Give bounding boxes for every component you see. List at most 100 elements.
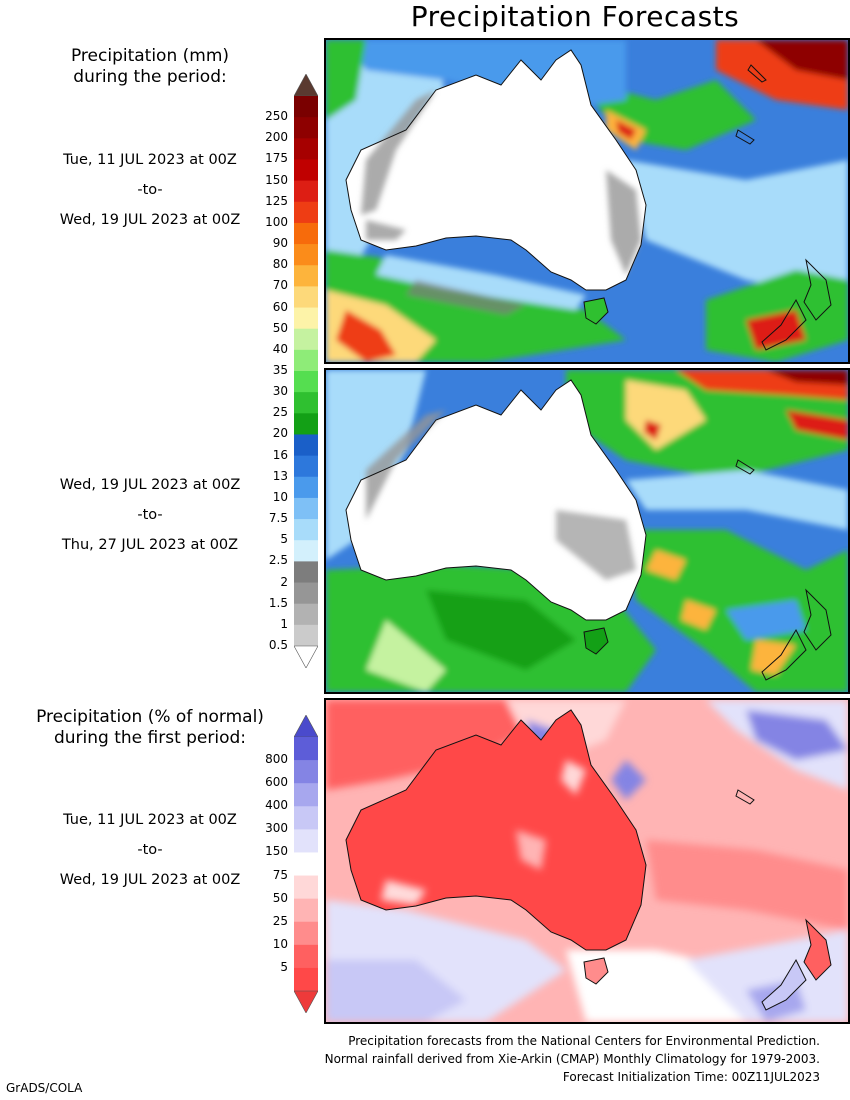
colorbar-tick-label: 175	[265, 151, 288, 166]
colorbar-swatch	[294, 265, 318, 287]
cbar1-svg	[293, 73, 319, 669]
colorbar-tick-label: 25	[272, 913, 288, 928]
colorbar-swatch	[294, 540, 318, 562]
colorbar-top-arrow	[293, 73, 319, 97]
colorbar-tick-label: 13	[272, 468, 288, 483]
colorbar-bottom-arrow	[293, 990, 319, 1014]
colorbar-swatch	[294, 349, 318, 372]
tasmania-coastline	[583, 297, 609, 325]
colorbar-tick-label: 200	[265, 130, 288, 145]
colorbar-swatch	[294, 921, 318, 946]
colorbar-swatch	[294, 244, 318, 266]
colorbar-swatch	[294, 138, 318, 160]
colorbar-tick-label: 16	[272, 447, 288, 462]
legend2-header: Precipitation (% of normal) during the f…	[10, 707, 290, 749]
colorbar-swatch	[294, 222, 318, 245]
colorbar-swatch	[294, 392, 318, 414]
colorbar-swatch	[294, 307, 318, 330]
colorbar-tick-label: 2.5	[268, 553, 288, 568]
colorbar-tick-label: 150	[265, 172, 288, 187]
colorbar-tick-label: 1.5	[268, 595, 288, 610]
tasmania-coastline	[583, 957, 609, 985]
colorbar-tick-label: 600	[265, 775, 288, 790]
new-zealand-south-island	[761, 958, 807, 1011]
colorbar-bottom-arrow	[293, 645, 319, 669]
colorbar-tick-label: 50	[272, 320, 288, 335]
colorbar-tick-label: 60	[272, 299, 288, 314]
colorbar-tick-label: 300	[265, 821, 288, 836]
colorbar-swatch	[294, 328, 318, 351]
footer-line1: Precipitation forecasts from the Nationa…	[348, 1034, 820, 1048]
colorbar-swatch	[294, 760, 318, 784]
colorbar-swatch	[294, 159, 318, 182]
period1-end: Wed, 19 JUL 2023 at 00Z	[59, 212, 241, 228]
australia-coastline	[345, 49, 647, 291]
colorbar-tick-label: 5	[280, 532, 288, 547]
colorbar-swatch	[294, 603, 318, 626]
colorbar-tick-label: 25	[272, 405, 288, 420]
colorbar-tick-label: 70	[272, 278, 288, 293]
footer-line3: Forecast Initialization Time: 00Z11JUL20…	[562, 1070, 820, 1084]
footer-line2: Normal rainfall derived from Xie-Arkin (…	[324, 1052, 820, 1066]
colorbar-swatch	[294, 852, 318, 877]
colorbar-tick-label: 150	[265, 844, 288, 859]
colorbar-tick-label: 5	[280, 959, 288, 974]
colorbar-swatch	[294, 829, 318, 853]
footer-notes: Precipitation forecasts from the Nationa…	[325, 1032, 820, 1086]
colorbar-swatch	[294, 117, 318, 139]
colorbar-swatch	[294, 783, 318, 807]
new-zealand-south-island	[761, 628, 807, 681]
legend1-header-line2: during the period:	[73, 67, 227, 87]
colorbar-swatch	[294, 519, 318, 541]
colorbar-tick-label: 50	[272, 890, 288, 905]
colorbar-tick-label: 800	[265, 752, 288, 767]
period1-sep: -to-	[137, 182, 163, 198]
colorbar-swatch	[294, 96, 318, 118]
cbar2-svg	[293, 714, 319, 1014]
period3-start: Tue, 11 JUL 2023 at 00Z	[63, 812, 237, 828]
colorbar-tick-label: 35	[272, 363, 288, 377]
colorbar-tick-label: 75	[272, 867, 288, 882]
legend2-header-line2: during the first period:	[53, 728, 247, 748]
legend1-header-line1: Precipitation (mm)	[70, 46, 230, 66]
colorbar-tick-label: 125	[265, 193, 288, 208]
colorbar-tick-label: 10	[272, 489, 288, 504]
colorbar-tick-label: 7.5	[268, 511, 288, 526]
colorbar-swatch	[294, 180, 318, 203]
colorbar-tick-label: 0.5	[268, 638, 288, 652]
colorbar-swatch	[294, 476, 318, 499]
australia-coastline	[345, 379, 647, 621]
colorbar-tick-label: 400	[265, 798, 288, 813]
colorbar-swatch	[294, 455, 318, 478]
new-zealand-north-island	[803, 258, 832, 321]
colorbar-swatch	[294, 875, 318, 900]
period2-start: Wed, 19 JUL 2023 at 00Z	[59, 477, 241, 493]
period3-sep: -to-	[137, 842, 163, 858]
colorbar-swatch	[294, 967, 318, 992]
colorbar-swatch	[294, 944, 318, 969]
new-zealand-north-island	[803, 588, 832, 651]
colorbar-tick-label: 10	[272, 936, 288, 951]
precip-colorbar	[293, 73, 319, 669]
colorbar-tick-label: 20	[272, 426, 288, 441]
colorbar-tick-label: 40	[272, 341, 288, 356]
colorbar-tick-label: 90	[272, 236, 288, 251]
colorbar-swatch	[294, 201, 318, 224]
colorbar-swatch	[294, 582, 318, 605]
colorbar-tick-label: 100	[265, 214, 288, 229]
colorbar-swatch	[294, 413, 318, 435]
colorbar-swatch	[294, 624, 318, 647]
period1-start: Tue, 11 JUL 2023 at 00Z	[63, 152, 237, 168]
colorbar-tick-label: 250	[265, 109, 288, 124]
map-period2-precip	[324, 368, 850, 694]
colorbar-tick-label: 80	[272, 257, 288, 272]
colorbar-tick-label: 30	[272, 384, 288, 399]
colorbar-top-arrow	[293, 714, 319, 738]
grads-credit: GrADS/COLA	[6, 1081, 83, 1095]
colorbar-tick-label: 1	[280, 616, 288, 631]
colorbar-swatch	[294, 737, 318, 761]
new-zealand-south-island	[761, 298, 807, 351]
colorbar-tick-label: 2	[280, 574, 288, 589]
map-percent-of-normal	[324, 698, 850, 1024]
legend1-header: Precipitation (mm) during the period:	[0, 46, 300, 88]
